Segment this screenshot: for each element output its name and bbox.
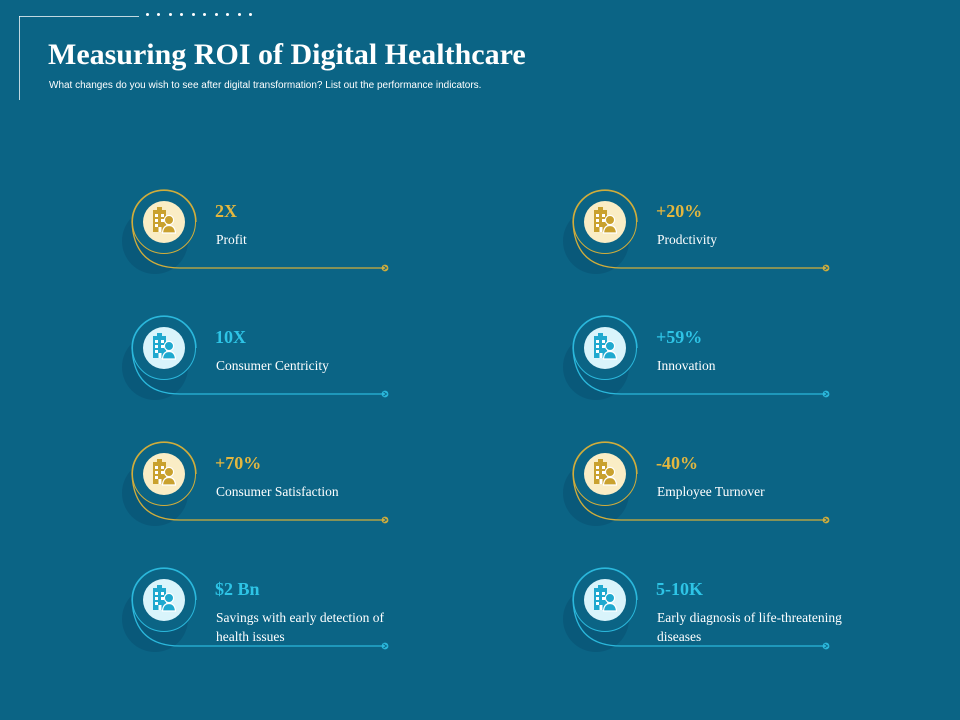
hospital-doctor-icon [151,332,177,365]
metric-label: Prodctivity [657,232,717,247]
metric-value: 10X [215,327,246,347]
hospital-doctor-icon [151,584,177,617]
frame-left-line [19,16,20,100]
metric-card: 5-10K Early diagnosis of life-threatening… [563,567,871,668]
metric-label: Consumer Satisfaction [216,484,339,499]
metric-label: Consumer Centricity [216,358,329,373]
page-subtitle: What changes do you wish to see after di… [49,80,482,91]
badge [143,579,185,621]
badge [584,327,626,369]
badge [584,201,626,243]
frame-top-line [19,16,139,17]
metric-value: -40% [656,453,698,473]
frame-dots [146,13,252,19]
badge [143,453,185,495]
metric-value: 2X [215,201,237,221]
metric-card: +59% Innovation [563,315,871,416]
badge [143,327,185,369]
metric-label: Innovation [657,358,716,373]
metric-value: +59% [656,327,703,347]
metric-value: 5-10K [656,579,703,599]
hospital-doctor-icon [151,458,177,491]
metric-card: -40% Employee Turnover [563,441,871,542]
metric-card: 2X Profit [122,189,430,290]
metric-card: $2 Bn Savings with early detection of hea… [122,567,430,668]
metric-label: Savings with early detection of health i… [216,610,384,644]
metric-card: +20% Prodctivity [563,189,871,290]
metric-card: 10X Consumer Centricity [122,315,430,416]
metric-label: Employee Turnover [657,484,765,499]
hospital-doctor-icon [592,206,618,239]
metric-label: Early diagnosis of life-threatening dise… [657,610,842,644]
badge [584,579,626,621]
badge [584,453,626,495]
hospital-doctor-icon [592,332,618,365]
hospital-doctor-icon [592,458,618,491]
metric-value: +20% [656,201,703,221]
badge-ring [573,442,637,506]
hospital-doctor-icon [592,584,618,617]
metric-value: +70% [215,453,262,473]
metric-label: Profit [216,232,247,247]
page-title: Measuring ROI of Digital Healthcare [48,38,526,71]
metric-value: $2 Bn [215,579,260,599]
hospital-doctor-icon [151,206,177,239]
badge [143,201,185,243]
metric-card: +70% Consumer Satisfaction [122,441,430,542]
